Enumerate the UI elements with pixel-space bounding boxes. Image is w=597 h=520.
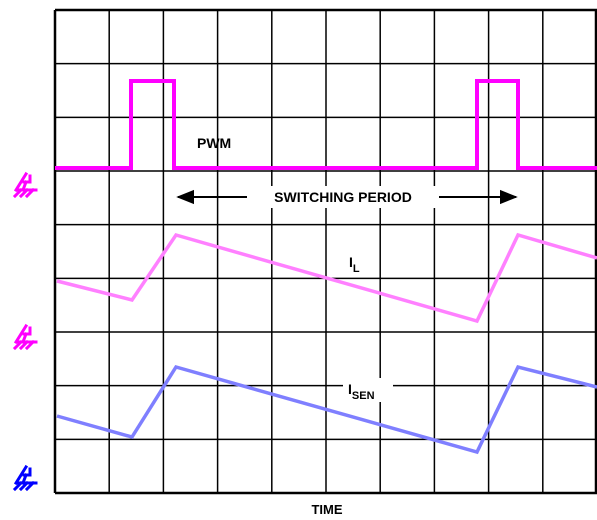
ground-probe-icon xyxy=(12,323,38,351)
time-axis-label: TIME xyxy=(311,502,342,517)
sense-current-label: ISEN xyxy=(348,381,375,402)
ground-probe-icon xyxy=(12,171,38,199)
inductor-current-label: IL xyxy=(349,254,360,275)
inductor-current-label-main: I xyxy=(349,254,353,270)
inductor-current-waveform xyxy=(56,232,597,324)
inductor-current-label-background xyxy=(345,250,369,274)
sense-current-waveform xyxy=(56,364,597,455)
ground-probe-icon xyxy=(12,464,38,492)
sense-current-label-main: I xyxy=(348,381,352,397)
pwm-label: PWM xyxy=(197,135,231,151)
scope-grid xyxy=(53,8,597,495)
switching-period-label: SWITCHING PERIOD xyxy=(274,189,412,205)
sense-current-label-subscript: SEN xyxy=(352,390,375,402)
pwm-waveform xyxy=(55,79,597,170)
switching-period-label-background xyxy=(247,186,439,208)
sense-current-label-background xyxy=(343,378,393,402)
inductor-current-label-subscript: L xyxy=(353,263,360,275)
